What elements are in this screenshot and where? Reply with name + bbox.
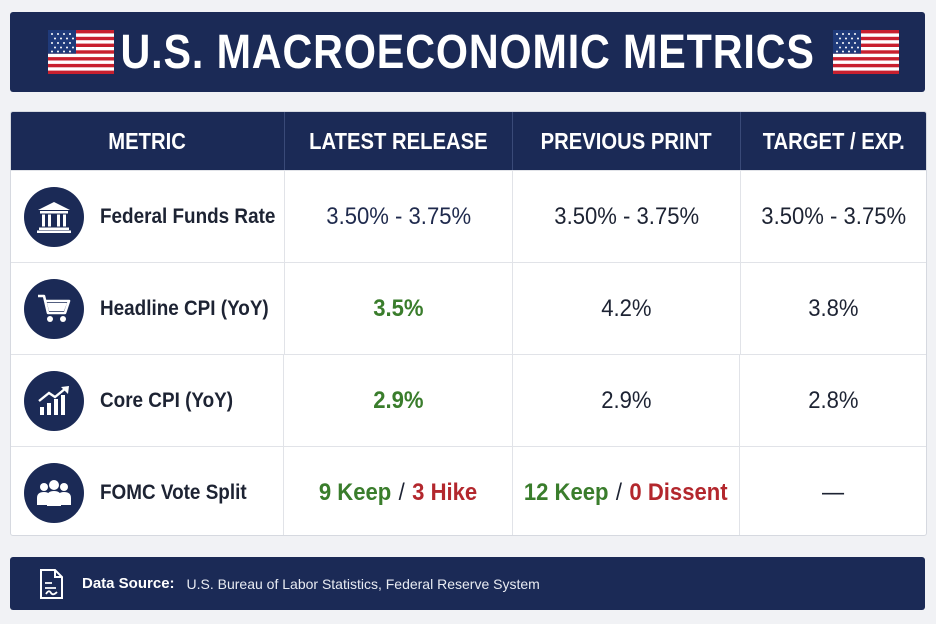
shopping-cart-icon	[24, 278, 84, 339]
target-value: —	[822, 478, 845, 506]
table-row: Core CPI (YoY) 2.9% 2.9% 2.8%	[11, 354, 926, 446]
previous-value: 12 Keep/0 Dissent	[513, 447, 741, 535]
data-source-value: U.S. Bureau of Labor Statistics, Federal…	[186, 575, 540, 592]
metric-label: FOMC Vote Split	[100, 480, 247, 504]
title-banner: U.S. MACROECONOMIC METRICS	[10, 12, 925, 92]
page-title: U.S. MACROECONOMIC METRICS	[120, 25, 815, 79]
data-source-label: Data Source:	[82, 575, 175, 592]
data-source-footer: Data Source: U.S. Bureau of Labor Statis…	[10, 557, 925, 610]
previous-value: 4.2%	[513, 263, 741, 354]
table-row: Headline CPI (YoY) 3.5% 4.2% 3.8%	[11, 262, 926, 354]
bank-icon	[24, 186, 84, 247]
previous-value: 2.9%	[513, 355, 741, 446]
target-value: 3.50% - 3.75%	[760, 202, 906, 230]
document-icon	[40, 568, 63, 599]
column-header-metric: METRIC	[11, 112, 286, 170]
dissent-count: 0 Dissent	[629, 478, 729, 506]
table-row: FOMC Vote Split 9 Keep/3 Hike 12 Keep/0 …	[11, 446, 926, 535]
us-flag-icon	[48, 30, 114, 74]
chart-up-icon	[24, 370, 84, 431]
metric-label: Headline CPI (YoY)	[100, 296, 269, 320]
latest-value: 3.5%	[285, 263, 514, 354]
table-row: Federal Funds Rate 3.50% - 3.75% 3.50% -…	[11, 170, 926, 262]
column-header-previous-print: PREVIOUS PRINT	[513, 112, 741, 170]
latest-value: 3.50% - 3.75%	[285, 171, 514, 262]
previous-value: 3.50% - 3.75%	[513, 171, 741, 262]
column-header-latest-release: LATEST RELEASE	[285, 112, 514, 170]
metric-label: Federal Funds Rate	[100, 204, 276, 228]
keep-count: 9 Keep	[319, 478, 392, 506]
target-value: 2.8%	[808, 386, 859, 414]
column-header-target: TARGET / EXP.	[762, 127, 905, 154]
metrics-table: METRIC LATEST RELEASE PREVIOUS PRINT TAR…	[10, 111, 927, 536]
target-value: 3.8%	[808, 294, 859, 322]
latest-value: 2.9%	[284, 355, 513, 446]
metric-label: Core CPI (YoY)	[100, 388, 234, 412]
keep-count: 12 Keep	[524, 478, 609, 506]
table-header: METRIC LATEST RELEASE PREVIOUS PRINT TAR…	[11, 112, 926, 170]
people-icon	[24, 462, 84, 523]
us-flag-icon	[833, 30, 899, 74]
latest-value: 9 Keep/3 Hike	[284, 447, 513, 535]
hike-count: 3 Hike	[412, 478, 478, 506]
